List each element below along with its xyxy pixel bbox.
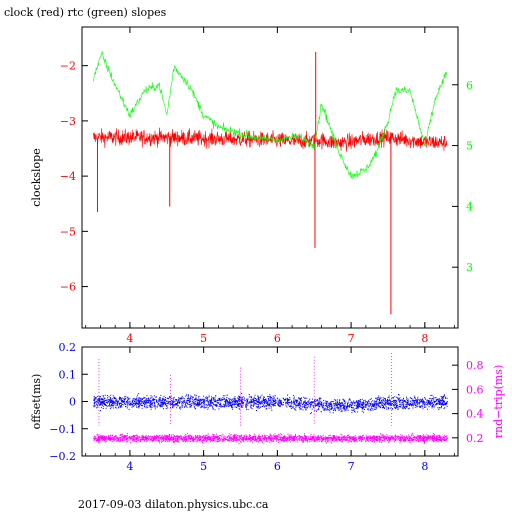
y-tick-label: −5	[60, 225, 76, 238]
y-tick-label: 0	[69, 396, 76, 409]
x-tick-label: 8	[421, 460, 428, 473]
series-rtc-slope-line	[92, 50, 448, 179]
y-tick-label: −2	[60, 60, 76, 73]
x-tick-label: 6	[274, 332, 281, 345]
x-tick-label: 4	[126, 460, 133, 473]
x-tick-label: 7	[348, 332, 355, 345]
x-tick-label: 7	[348, 460, 355, 473]
y-tick-label: −6	[60, 281, 76, 294]
y2-tick-label: 0.8	[466, 359, 484, 372]
y-tick-label: −0.2	[49, 450, 76, 463]
y2-tick-label: 6	[466, 79, 473, 92]
y2-tick-label: 5	[466, 140, 473, 153]
point-cloud	[93, 393, 448, 415]
y-tick-label: 0.1	[59, 368, 77, 381]
bottom-chart-panel: 4 5 6 7 8 0.2 0.1 0 −0.1 −0.2 0.2 0.4 0.6 0.8 offset(m…	[30, 341, 505, 473]
x-tick-label: 5	[200, 332, 207, 345]
y2-axis-label: rnd−trip(ms)	[492, 365, 505, 439]
point-cloud	[93, 432, 448, 445]
footer-text: 2017-09-03 dilaton.physics.ubc.ca	[78, 498, 269, 511]
y2-tick-label: 0.6	[466, 383, 484, 396]
y2-tick-label: 0.2	[466, 432, 484, 445]
round-trip-points	[93, 432, 448, 445]
y-axis-label: offset(ms)	[30, 374, 43, 430]
y-tick-label: −3	[60, 115, 76, 128]
y-tick-label: −0.1	[49, 423, 76, 436]
y2-tick-label: 4	[466, 200, 473, 213]
top-chart-panel: 4 5 6 7 8 −2 −3 −4 −5 −6 3 4 5 6 clockslope	[30, 26, 473, 345]
offset-points	[93, 393, 448, 415]
y2-tick-label: 0.4	[466, 408, 484, 421]
y2-tick-label: 3	[466, 261, 473, 274]
series-clock-slope-line	[92, 127, 448, 152]
y-axis-label: clockslope	[30, 148, 43, 206]
y-tick-label: −4	[60, 170, 76, 183]
x-tick-label: 6	[274, 460, 281, 473]
x-tick-label: 5	[200, 460, 207, 473]
y-tick-label: 0.2	[59, 341, 77, 354]
plot-frame	[81, 26, 459, 329]
x-tick-label: 4	[126, 332, 133, 345]
x-tick-label: 8	[421, 332, 428, 345]
page-title: clock (red) rtc (green) slopes	[4, 6, 167, 19]
